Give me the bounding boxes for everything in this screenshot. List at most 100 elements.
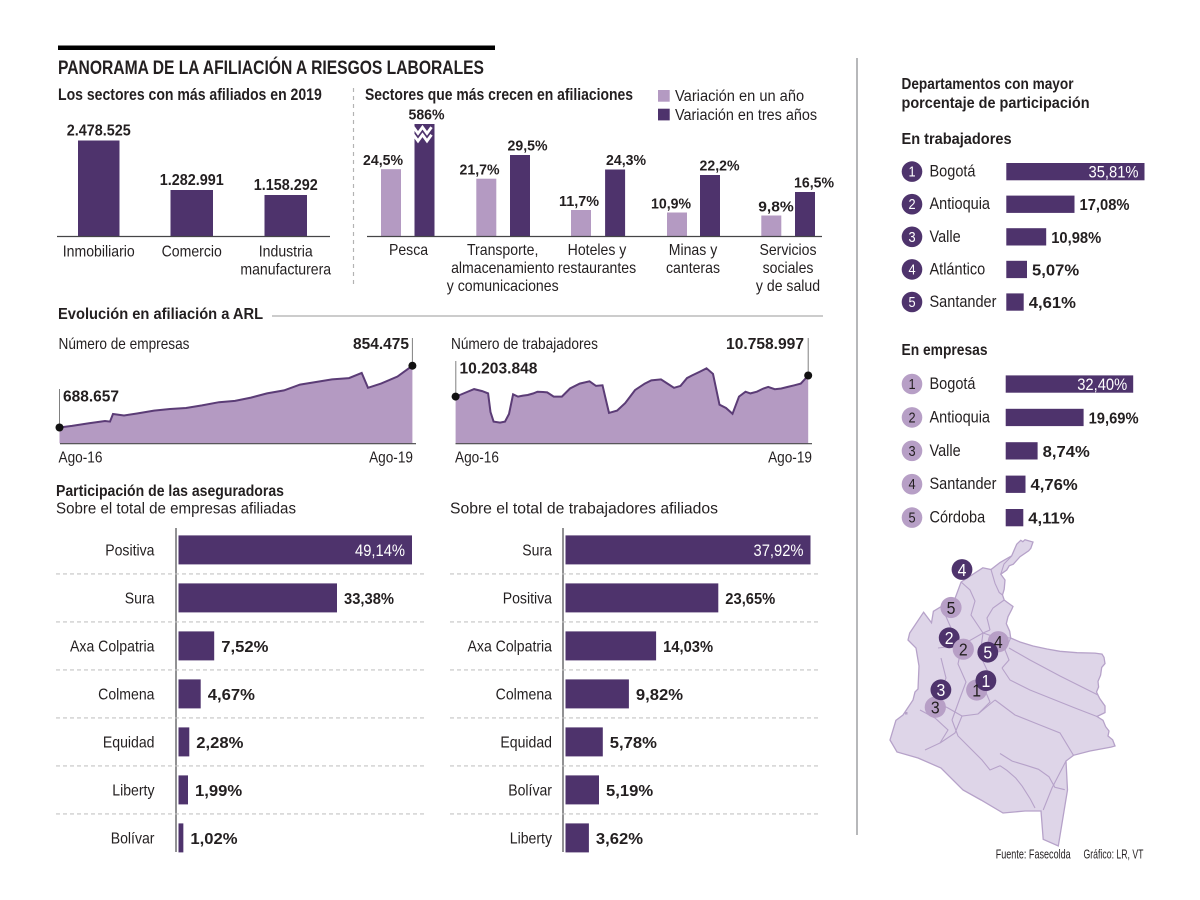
svg-text:Sectores que más crecen en afi: Sectores que más crecen en afiliaciones: [365, 86, 633, 104]
svg-text:Colmena: Colmena: [98, 686, 155, 704]
svg-text:Sura: Sura: [522, 542, 552, 560]
svg-text:3: 3: [931, 698, 940, 718]
svg-text:4,67%: 4,67%: [208, 686, 256, 704]
svg-text:17,08%: 17,08%: [1080, 197, 1130, 215]
svg-text:2: 2: [908, 410, 915, 426]
svg-text:4: 4: [908, 262, 915, 278]
svg-text:10,98%: 10,98%: [1051, 229, 1101, 247]
svg-text:Variación en tres años: Variación en tres años: [675, 107, 817, 123]
svg-text:Bogotá: Bogotá: [930, 163, 976, 181]
svg-text:PANORAMA DE LA AFILIACIÓN A RI: PANORAMA DE LA AFILIACIÓN A RIESGOS LABO…: [58, 57, 484, 79]
svg-text:Antioquia: Antioquia: [930, 195, 991, 213]
svg-text:restaurantes: restaurantes: [558, 259, 636, 277]
svg-text:4: 4: [958, 560, 967, 580]
svg-text:2: 2: [945, 628, 954, 648]
svg-text:5: 5: [908, 294, 915, 310]
svg-text:1: 1: [908, 164, 915, 180]
svg-text:Participación de las asegurado: Participación de las aseguradoras: [56, 483, 284, 500]
svg-text:Ago-16: Ago-16: [59, 450, 103, 467]
svg-text:5: 5: [983, 643, 992, 663]
svg-text:Servicios: Servicios: [759, 241, 816, 259]
svg-text:En empresas: En empresas: [902, 342, 988, 359]
svg-text:Atlántico: Atlántico: [930, 261, 986, 279]
svg-text:Liberty: Liberty: [510, 830, 553, 848]
svg-text:23,65%: 23,65%: [725, 590, 775, 608]
svg-text:Comercio: Comercio: [162, 243, 222, 261]
svg-text:Bogotá: Bogotá: [930, 375, 976, 393]
svg-text:4,11%: 4,11%: [1028, 510, 1075, 528]
svg-text:10.758.997: 10.758.997: [726, 336, 804, 353]
svg-text:9,82%: 9,82%: [636, 686, 684, 704]
svg-text:Equidad: Equidad: [103, 734, 155, 752]
svg-text:Evolución en afiliación a ARL: Evolución en afiliación a ARL: [58, 306, 263, 323]
svg-text:1: 1: [981, 671, 990, 691]
svg-text:1,02%: 1,02%: [190, 830, 238, 848]
svg-text:5,78%: 5,78%: [610, 734, 658, 752]
svg-text:1,99%: 1,99%: [195, 782, 243, 800]
svg-text:Santander: Santander: [930, 293, 997, 311]
svg-text:8,74%: 8,74%: [1043, 443, 1091, 461]
svg-text:Positiva: Positiva: [105, 542, 155, 560]
svg-text:37,92%: 37,92%: [754, 542, 804, 560]
svg-text:688.657: 688.657: [63, 388, 119, 405]
svg-text:Córdoba: Córdoba: [930, 509, 986, 527]
svg-text:Sobre el total de empresas afi: Sobre el total de empresas afiliadas: [56, 500, 296, 517]
svg-text:1: 1: [908, 376, 915, 392]
svg-text:En trabajadores: En trabajadores: [902, 131, 1012, 149]
svg-text:3: 3: [908, 443, 915, 459]
svg-text:2: 2: [959, 640, 968, 660]
svg-text:29,5%: 29,5%: [508, 138, 548, 154]
svg-text:3,62%: 3,62%: [596, 830, 644, 848]
svg-text:Valle: Valle: [930, 228, 961, 246]
svg-text:7,52%: 7,52%: [221, 638, 269, 656]
svg-text:Sura: Sura: [125, 590, 155, 608]
svg-text:Ago-16: Ago-16: [455, 450, 499, 467]
svg-text:Inmobiliario: Inmobiliario: [63, 243, 135, 261]
svg-text:almacenamiento: almacenamiento: [451, 259, 554, 277]
svg-text:Equidad: Equidad: [500, 734, 552, 752]
svg-text:10,9%: 10,9%: [651, 196, 691, 212]
svg-text:24,3%: 24,3%: [606, 153, 646, 169]
svg-text:49,14%: 49,14%: [355, 542, 405, 560]
svg-text:854.475: 854.475: [353, 336, 409, 353]
svg-text:Minas y: Minas y: [669, 241, 718, 259]
svg-text:Axa Colpatria: Axa Colpatria: [70, 638, 155, 656]
svg-text:Sobre el total de trabajadores: Sobre el total de trabajadores afiliados: [450, 501, 718, 518]
svg-text:4: 4: [994, 632, 1003, 652]
svg-text:2,28%: 2,28%: [196, 734, 244, 752]
svg-text:sociales: sociales: [763, 259, 814, 277]
svg-text:Ago-19: Ago-19: [768, 450, 812, 467]
svg-text:Liberty: Liberty: [112, 782, 155, 800]
svg-text:1: 1: [972, 680, 981, 700]
svg-text:3: 3: [908, 229, 915, 245]
svg-text:4,76%: 4,76%: [1031, 476, 1079, 494]
svg-text:Número de trabajadores: Número de trabajadores: [451, 336, 598, 353]
svg-text:586%: 586%: [408, 107, 444, 123]
svg-text:Valle: Valle: [930, 442, 961, 460]
svg-text:5: 5: [947, 598, 956, 618]
svg-text:Hoteles y: Hoteles y: [568, 241, 627, 259]
svg-text:2: 2: [908, 196, 915, 212]
svg-text:Positiva: Positiva: [503, 590, 553, 608]
svg-text:5,07%: 5,07%: [1032, 262, 1080, 280]
svg-text:y comunicaciones: y comunicaciones: [447, 277, 559, 295]
svg-text:y de salud: y de salud: [756, 277, 820, 295]
svg-text:Departamentos con mayor: Departamentos con mayor: [902, 76, 1074, 93]
svg-text:Gráfico: LR, VT: Gráfico: LR, VT: [1084, 848, 1144, 862]
svg-text:Número de empresas: Número de empresas: [59, 336, 190, 353]
svg-text:32,40%: 32,40%: [1077, 376, 1127, 394]
svg-text:Bolívar: Bolívar: [111, 830, 155, 848]
svg-text:3: 3: [936, 680, 945, 700]
svg-text:35,81%: 35,81%: [1089, 164, 1139, 182]
svg-text:Santander: Santander: [930, 475, 997, 493]
svg-text:24,5%: 24,5%: [363, 153, 403, 169]
svg-text:22,2%: 22,2%: [700, 158, 740, 174]
svg-text:5: 5: [908, 510, 915, 526]
svg-text:2.478.525: 2.478.525: [67, 122, 131, 140]
svg-text:Ago-19: Ago-19: [369, 450, 413, 467]
svg-text:Pesca: Pesca: [389, 241, 429, 259]
svg-text:1.158.292: 1.158.292: [254, 177, 318, 195]
svg-text:Colmena: Colmena: [496, 686, 553, 704]
svg-text:21,7%: 21,7%: [460, 162, 500, 178]
svg-text:9,8%: 9,8%: [758, 199, 794, 216]
